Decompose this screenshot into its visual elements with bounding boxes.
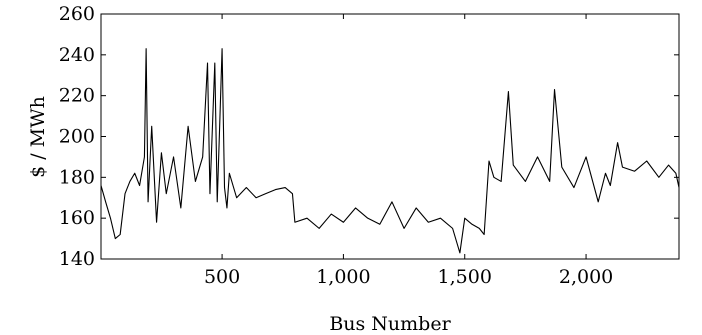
y-tick-label: 160 (59, 207, 95, 229)
y-tick-label: 180 (59, 166, 95, 188)
y-tick-label: 240 (59, 44, 95, 66)
y-tick-label: 260 (59, 3, 95, 25)
x-tick-label: 500 (204, 266, 240, 288)
x-tick-label: 2,000 (559, 266, 613, 288)
price-series-line (100, 48, 680, 254)
y-tick-label: 200 (59, 126, 95, 148)
y-tick-label: 220 (59, 85, 95, 107)
y-tick-label: 140 (59, 248, 95, 270)
x-tick-label: 1,000 (316, 266, 370, 288)
y-axis-title: $ / MWh (27, 96, 49, 178)
ticks-layer: 500 1,000 1,500 2,000 140 160 180 200 220 240 260 (59, 3, 679, 288)
plot-frame (100, 13, 680, 260)
x-axis-title: Bus Number (329, 313, 451, 335)
series-layer (100, 48, 680, 254)
x-tick-label: 1,500 (438, 266, 492, 288)
